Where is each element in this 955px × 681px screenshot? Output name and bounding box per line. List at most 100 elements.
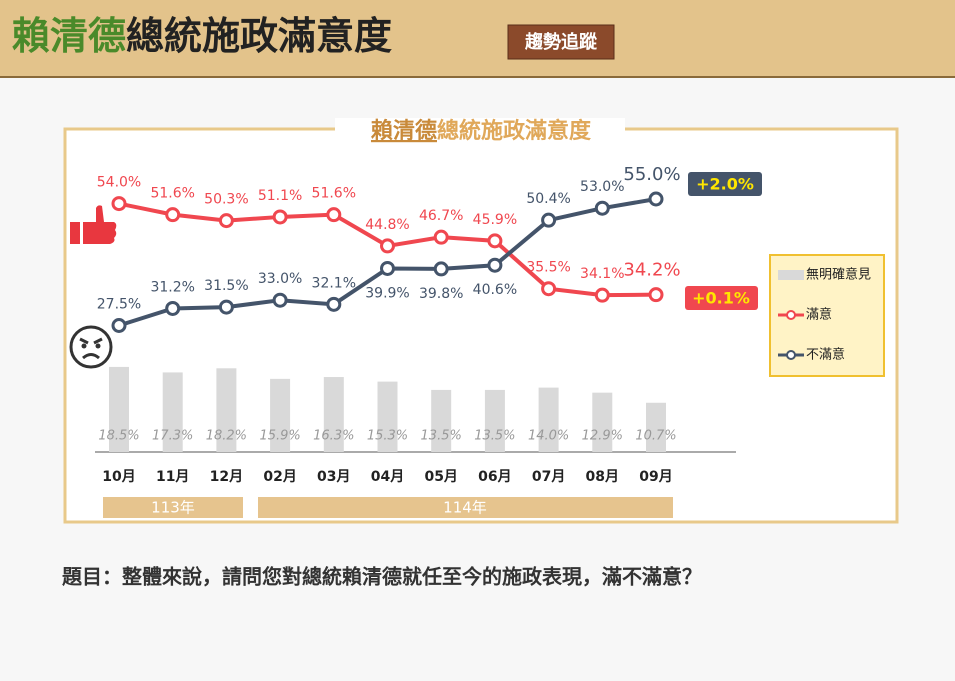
thumbs-up-icon — [70, 205, 117, 244]
value-label: 32.1% — [312, 275, 356, 291]
point — [218, 299, 234, 315]
value-label: 51.6% — [150, 186, 194, 202]
value-label: 55.0% — [623, 164, 680, 185]
point — [433, 261, 449, 277]
x-tick-label: 03月 — [317, 469, 350, 485]
value-label: 40.6% — [473, 282, 517, 298]
angry-face-icon — [69, 325, 113, 369]
badge-text: 趨勢追蹤 — [524, 31, 598, 53]
legend-label: 無明確意見 — [806, 267, 871, 283]
value-label: 34.1% — [580, 266, 624, 282]
bar-label: 16.3% — [313, 429, 354, 444]
value-label: 31.5% — [204, 278, 248, 294]
point — [648, 191, 664, 207]
legend-label: 滿意 — [806, 307, 832, 323]
legend-label: 不滿意 — [806, 347, 845, 363]
value-label: 45.9% — [473, 212, 517, 228]
point — [541, 281, 557, 297]
x-tick-label: 11月 — [156, 469, 189, 485]
year-band — [258, 497, 673, 518]
bar — [216, 368, 237, 452]
value-label: 44.8% — [365, 217, 409, 233]
x-tick-label: 08月 — [586, 469, 619, 485]
point — [272, 209, 288, 225]
header-title: 賴清德總統施政滿意度 — [12, 14, 392, 58]
bar-label: 13.5% — [474, 429, 515, 444]
value-label: 50.4% — [526, 191, 570, 207]
x-tick-label: 05月 — [424, 469, 457, 485]
bar-label: 13.5% — [421, 429, 462, 444]
bar — [323, 377, 344, 452]
point — [272, 292, 288, 308]
point — [111, 318, 127, 333]
x-tick-label: 06月 — [478, 469, 511, 485]
bar-label: 18.2% — [206, 429, 247, 444]
point — [433, 229, 449, 245]
annotation: +2.0% — [696, 175, 754, 194]
header-title-name: 賴清德 — [12, 14, 126, 58]
value-label: 39.9% — [365, 285, 409, 301]
bar-label: 12.9% — [582, 429, 623, 444]
x-tick-label: 12月 — [210, 469, 243, 485]
bar — [538, 387, 559, 452]
chart-frame — [63, 127, 899, 524]
bar-label: 14.0% — [528, 429, 569, 444]
point — [165, 207, 181, 223]
chart-title-name: 賴清德 — [371, 118, 437, 144]
year-band — [103, 497, 243, 518]
chart-title: 賴清德總統施政滿意度 — [371, 118, 592, 144]
point — [380, 260, 395, 276]
bar — [592, 392, 613, 452]
value-label: 51.6% — [312, 186, 356, 202]
point — [380, 238, 395, 254]
value-label: 33.0% — [258, 271, 302, 287]
annotation: +0.1% — [692, 289, 750, 308]
bar — [270, 378, 291, 452]
year-label: 113年 — [151, 499, 195, 517]
chart-title-rest: 總統施政滿意度 — [437, 118, 592, 144]
value-label: 39.8% — [419, 286, 463, 302]
question: 題目：整體來說，請問您對總統賴清德就任至今的施政表現，滿不滿意？ — [62, 565, 702, 589]
x-tick-label: 07月 — [532, 469, 565, 485]
bar — [162, 372, 183, 452]
bar — [646, 402, 666, 452]
bar — [431, 389, 452, 452]
header-title-rest: 總統施政滿意度 — [126, 14, 392, 58]
value-label: 54.0% — [97, 175, 141, 191]
legend-swatch — [778, 270, 804, 280]
bar-label: 17.3% — [152, 429, 193, 444]
value-label: 31.2% — [150, 279, 194, 295]
legend-swatch — [786, 310, 796, 320]
point — [594, 200, 610, 216]
value-label: 50.3% — [204, 192, 248, 208]
bar-label: 15.3% — [367, 429, 408, 444]
badge — [507, 24, 615, 60]
bar-label: 10.7% — [635, 429, 676, 444]
value-label: 34.2% — [623, 260, 680, 281]
bar — [377, 381, 398, 452]
bar — [484, 389, 505, 452]
value-label: 46.7% — [419, 208, 463, 224]
value-label: 51.1% — [258, 188, 302, 204]
annotation-box — [688, 172, 762, 196]
bar — [109, 366, 129, 452]
point — [326, 296, 342, 312]
point — [326, 207, 342, 223]
year-label: 114年 — [443, 499, 487, 517]
value-label: 27.5% — [97, 297, 141, 313]
value-label: 35.5% — [526, 260, 570, 276]
title-gap — [335, 118, 625, 144]
header-bar — [0, 0, 955, 76]
point — [218, 213, 234, 229]
annotation-box — [685, 286, 758, 310]
x-tick-label: 02月 — [263, 469, 296, 485]
legend-swatch — [786, 350, 796, 360]
bar-label: 18.5% — [98, 429, 139, 444]
x-tick-label: 09月 — [639, 469, 672, 485]
point — [165, 300, 181, 316]
point — [111, 196, 127, 212]
point — [648, 287, 664, 303]
x-tick-label: 04月 — [371, 469, 404, 485]
value-label: 53.0% — [580, 179, 624, 195]
